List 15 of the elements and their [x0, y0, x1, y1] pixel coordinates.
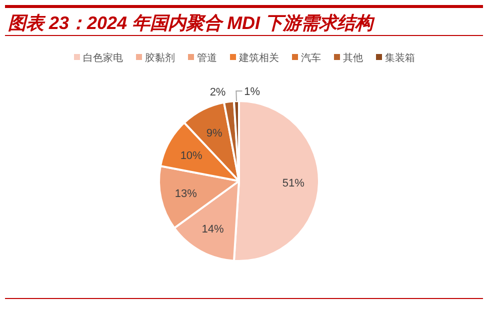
data-label: 10% — [180, 150, 203, 162]
legend-label: 白色家电 — [83, 52, 123, 64]
legend-label: 建筑相关 — [238, 52, 279, 64]
data-label: 9% — [206, 128, 222, 140]
chart-title: 图表 23：2024 年国内聚合 MDI 下游需求结构 — [8, 13, 376, 33]
data-label: 2% — [210, 86, 226, 99]
legend-label: 汽车 — [301, 52, 321, 64]
data-label: 1% — [244, 86, 260, 98]
legend-label: 胶黏剂 — [145, 52, 175, 64]
legend-label: 其他 — [343, 52, 363, 64]
legend-label: 管道 — [197, 52, 217, 64]
data-label: 14% — [202, 224, 224, 236]
legend-label: 集装箱 — [385, 52, 415, 64]
data-label: 51% — [282, 178, 305, 190]
data-label: 13% — [174, 188, 198, 200]
